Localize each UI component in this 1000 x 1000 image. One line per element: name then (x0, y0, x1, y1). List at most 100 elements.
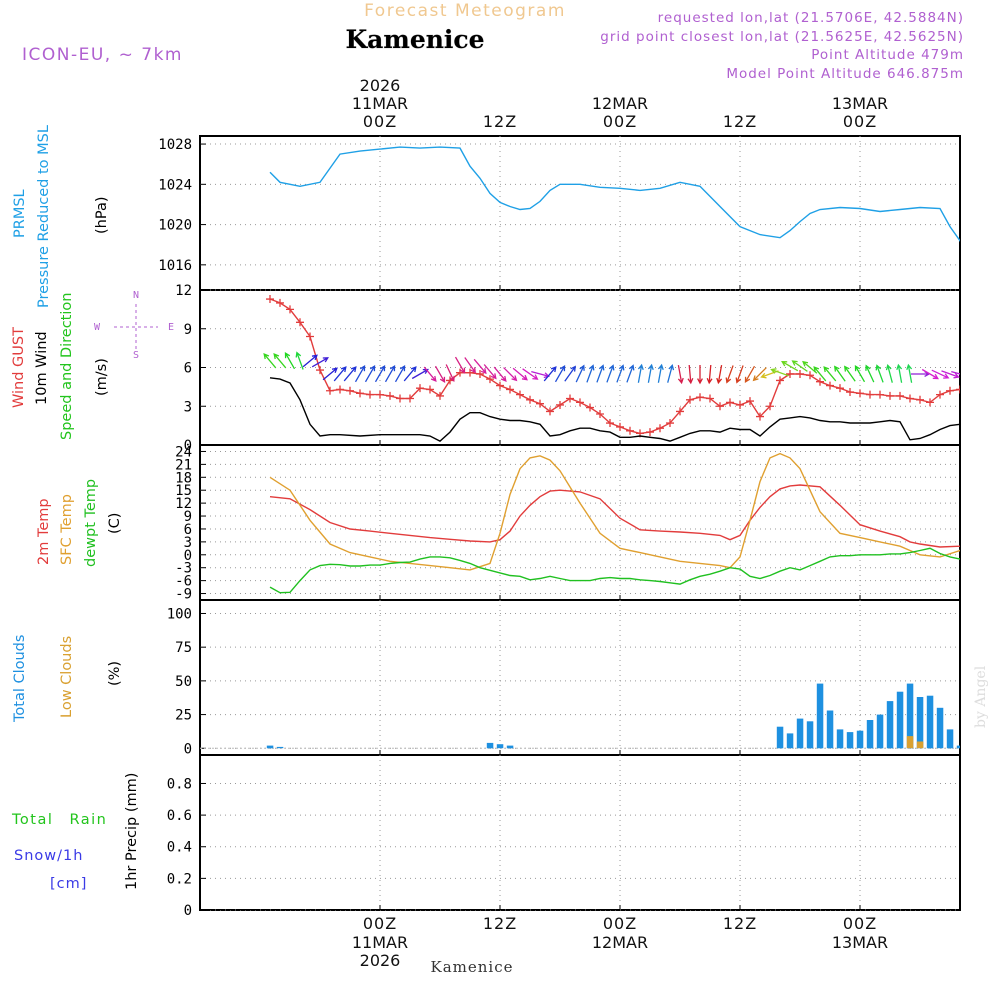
y-tick-label: 12 (175, 496, 192, 512)
plot-area (269, 146, 960, 243)
plot-area (269, 452, 960, 594)
wind-direction-arrow (647, 363, 654, 383)
wind-direction-arrow (981, 372, 999, 377)
bar-total-clouds (806, 721, 814, 749)
wind-direction-arrow (770, 368, 789, 377)
compass-east: E (168, 322, 174, 333)
y-tick-label: 100 (167, 606, 192, 622)
gust-point-marker (996, 392, 1000, 400)
wind-direction-arrow (875, 364, 884, 383)
gust-point-marker (946, 386, 954, 395)
y-tick-label: 0 (184, 903, 192, 919)
wind-direction-arrow (343, 366, 357, 382)
gust-point-marker (326, 386, 334, 395)
bar-total-clouds (916, 697, 924, 749)
gust-point-marker (806, 371, 814, 380)
bar-total-clouds (856, 730, 864, 749)
snow-unit-label: [cm] (50, 876, 87, 892)
gust-point-marker (456, 368, 464, 377)
gust-point-marker (726, 398, 734, 407)
gust-point-marker (316, 366, 324, 375)
model-point-altitude: Model Point Altitude 646.875m (726, 66, 964, 82)
wind-direction-arrow (596, 364, 605, 383)
bottom-hour-label: 00Z (363, 914, 397, 933)
meteogram-subtitle: Forecast Meteogram (364, 1, 566, 21)
gust-point-marker (366, 390, 374, 399)
gust-point-marker (826, 381, 834, 390)
gust-point-marker (876, 390, 884, 399)
credit-watermark: by Angel (973, 665, 989, 728)
gust-point-marker (706, 394, 714, 403)
wind-direction-arrow (464, 357, 476, 374)
gust-point-marker (486, 375, 494, 384)
clouds-panel-labels: Total Clouds Low Clouds (%) (12, 635, 123, 723)
wind-direction-arrow (263, 353, 277, 369)
gust-point-marker (646, 428, 654, 437)
panel-1: 0 3 6 9 12 (175, 283, 1000, 454)
gust-point-marker (816, 377, 824, 386)
bar-total-clouds (926, 695, 934, 749)
bottom-hour-label: 12Z (723, 914, 757, 933)
bar-total-clouds (896, 691, 904, 749)
gust-point-marker (346, 386, 354, 395)
gust-point-marker (266, 295, 274, 304)
bar-total-clouds (496, 744, 504, 749)
requested-coordinates: requested lon,lat (21.5706E, 42.5884N) (658, 10, 964, 26)
y-tick-label: 6 (184, 522, 192, 538)
bar-total-clouds (866, 720, 874, 749)
gust-point-marker (686, 395, 694, 404)
gust-point-marker (846, 388, 854, 397)
wind-direction-arrow (575, 364, 585, 383)
gust-point-marker (926, 398, 934, 407)
wind-direction-arrow (677, 364, 684, 385)
y-tick-label: 0.6 (167, 808, 192, 824)
panel-frame (199, 599, 961, 756)
y-tick-label: 1028 (158, 137, 192, 153)
wind-direction-arrow (744, 365, 756, 383)
y-tick-label: 1024 (158, 177, 192, 193)
precip-panel-labels: Total Rain Snow/1h [cm] 1hr Precip (mm) (11, 773, 140, 892)
panel-3: 0 25 50 75 100 (167, 599, 961, 757)
wind-direction-arrow (706, 364, 713, 385)
y-tick-label: 0 (184, 548, 192, 564)
compass-rose: N W E S (94, 290, 174, 361)
wind-direction-arrow (931, 369, 950, 379)
panel-4: 0 0.2 0.4 0.6 0.8 (167, 754, 961, 919)
gust-point-marker (596, 410, 604, 418)
bar-total-clouds (486, 742, 494, 749)
wind-direction-arrow (697, 365, 703, 385)
total-clouds-label: Total Clouds (12, 635, 28, 723)
pressure-unit: (hPa) (94, 197, 110, 234)
wind-direction-arrow (554, 365, 566, 383)
gust-point-marker (376, 390, 384, 399)
gust-point-marker (396, 394, 404, 403)
meteogram-title: Kamenice (345, 25, 484, 54)
y-tick-label: 0.4 (167, 840, 192, 856)
clouds-unit: (%) (107, 661, 123, 686)
top-hour-label: 12Z (723, 112, 757, 131)
wind-direction-arrow (752, 367, 767, 382)
wind-direction-arrow (657, 363, 664, 383)
gust-point-marker (886, 391, 894, 400)
bar-low-clouds (916, 741, 924, 749)
panel-frame (199, 754, 961, 911)
series-line-2m-temp (269, 484, 960, 548)
wind-direction-arrow (616, 364, 625, 383)
compass-west: W (94, 322, 101, 333)
gust-point-marker (406, 394, 414, 403)
gust-point-marker (286, 305, 294, 314)
grid-point-coordinates: grid point closest lon,lat (21.5625E, 42… (600, 29, 964, 45)
y-tick-label: 24 (175, 444, 192, 460)
y-tick-label: 50 (175, 674, 192, 690)
gust-point-marker (476, 369, 484, 378)
wind-direction-arrow (295, 351, 304, 370)
wind-direction-arrow (273, 353, 287, 369)
gust-point-marker (576, 398, 584, 407)
series-line-dewpt-temp (269, 547, 960, 594)
bar-total-clouds (776, 726, 784, 749)
bar-total-clouds (786, 733, 794, 749)
gust-point-marker (796, 369, 804, 378)
gust-point-marker (276, 298, 284, 307)
